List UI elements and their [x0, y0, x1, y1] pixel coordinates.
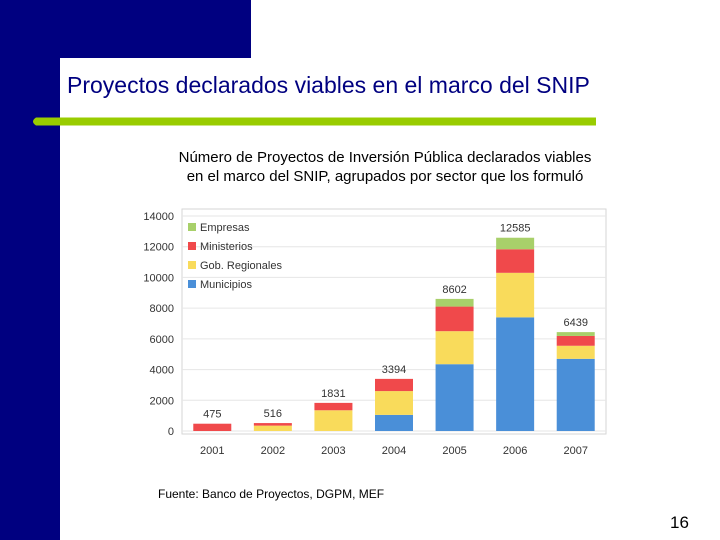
- legend-swatch: [188, 261, 196, 269]
- subtitle-line-1: Número de Proyectos de Inversión Pública…: [178, 149, 592, 166]
- bar-segment-ministerios: [496, 249, 535, 273]
- total-label: 6439: [563, 317, 587, 329]
- source-note: Fuente: Banco de Proyectos, DGPM, MEF: [158, 487, 385, 501]
- bar-segment-empresas: [496, 237, 535, 250]
- total-label: 1831: [321, 388, 345, 400]
- bar-segment-ministerios: [435, 306, 474, 332]
- bar-segment-ministerios: [193, 423, 232, 431]
- total-label: 516: [264, 408, 282, 420]
- bar-segment-gob-regionales: [253, 425, 292, 431]
- y-tick-label: 10000: [143, 272, 174, 284]
- x-tick-label: 2004: [382, 445, 406, 457]
- bar-segment-municipios: [435, 364, 474, 431]
- y-tick-label: 12000: [143, 242, 174, 254]
- bar-segment-ministerios: [253, 423, 292, 426]
- plot-frame: [181, 208, 607, 435]
- total-label: 12585: [500, 223, 531, 235]
- chart-subtitle: Número de Proyectos de Inversión Pública…: [140, 148, 630, 186]
- legend-swatch: [188, 242, 196, 250]
- x-tick-label: 2006: [503, 445, 527, 457]
- legend-swatch: [188, 223, 196, 231]
- top-navy-block: [0, 0, 251, 58]
- y-tick-label: 8000: [150, 303, 174, 315]
- bar-segment-ministerios: [556, 335, 595, 346]
- slide-title: Proyectos declarados viables en el marco…: [67, 72, 590, 98]
- bar-segment-ministerios: [314, 402, 353, 411]
- page-number: 16: [670, 513, 689, 532]
- legend-label: Ministerios: [200, 241, 253, 253]
- bar-segment-empresas: [556, 332, 595, 336]
- bar-segment-municipios: [496, 317, 535, 431]
- legend-label: Municipios: [200, 279, 252, 291]
- total-label: 475: [203, 409, 221, 421]
- y-tick-label: 4000: [150, 365, 174, 377]
- bar-segment-gob-regionales: [496, 272, 535, 318]
- bar-segment-ministerios: [375, 378, 413, 392]
- bar-segment-gob-regionales: [314, 410, 353, 431]
- bar-segment-gob-regionales: [375, 391, 413, 415]
- x-tick-label: 2001: [200, 445, 224, 457]
- x-tick-label: 2002: [261, 445, 285, 457]
- subtitle-line-2: en el marco del SNIP, agrupados por sect…: [186, 168, 584, 185]
- y-tick-label: 14000: [143, 211, 174, 223]
- left-navy-bar: [0, 0, 60, 540]
- bar-segment-empresas: [435, 298, 474, 307]
- y-tick-label: 6000: [150, 334, 174, 346]
- y-tick-label: 2000: [150, 395, 174, 407]
- bar-segment-gob-regionales: [556, 345, 595, 359]
- legend-swatch: [188, 280, 196, 288]
- x-tick-label: 2003: [321, 445, 345, 457]
- total-label: 8602: [442, 284, 466, 296]
- bar-segment-municipios: [556, 358, 595, 431]
- legend-label: Gob. Regionales: [200, 260, 282, 272]
- x-tick-label: 2005: [442, 445, 466, 457]
- legend-label: Empresas: [200, 222, 250, 234]
- stacked-bar-chart: 0 2000 4000 6000 8000 10000 12000 14000 475 516 1…: [143, 208, 607, 457]
- y-tick-label: 0: [168, 426, 174, 438]
- bar-segment-gob-regionales: [435, 331, 474, 365]
- x-tick-label: 2007: [563, 445, 587, 457]
- green-divider: [33, 117, 596, 126]
- bar-segment-municipios: [375, 414, 413, 431]
- total-label: 3394: [382, 364, 406, 376]
